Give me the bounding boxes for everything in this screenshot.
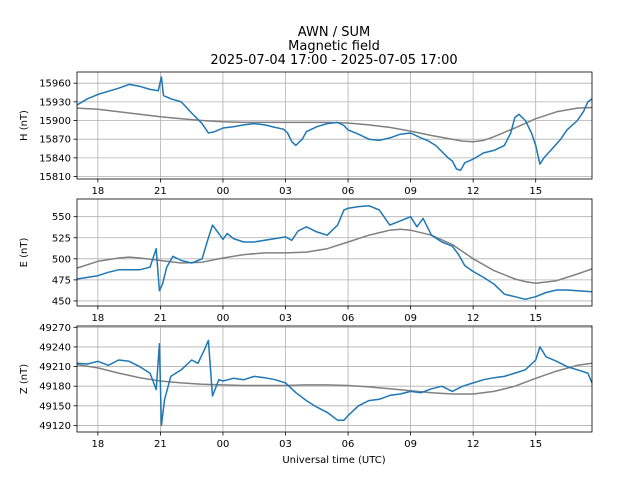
panel-e-ylabel: E (nT) [19,238,30,268]
panel-z-ytick-label-49270: 49270 [39,323,71,334]
panel-h-xtick-label-18: 18 [91,186,104,197]
panel-e-model-line [77,228,592,285]
panel-h-xtick-label-00: 00 [217,186,230,197]
panel-z-ytick-label-49150: 49150 [39,401,71,412]
panel-h-ytick-label-15810: 15810 [39,172,71,183]
panel-e-xtick-label-00: 00 [217,313,230,324]
panel-h-ytick-label-15960: 15960 [39,79,71,90]
panel-h-ylabel: H (nT) [19,110,30,141]
panel-e-xtick-label-15: 15 [529,313,542,324]
panel-z-measured-line [77,339,592,427]
panel-e-xtick-label-21: 21 [154,313,167,324]
panel-h-xtick-label-03: 03 [279,186,292,197]
panel-e-ytick-label-475: 475 [52,275,71,286]
panel-h-xtick-label-21: 21 [154,186,167,197]
panel-e-measured-line [77,204,592,301]
panel-e-frame [76,198,593,307]
panel-e-xtick-label-06: 06 [342,313,355,324]
panel-h-ytick-label-15840: 15840 [39,153,71,164]
panel-z-xtick-label-09: 09 [404,439,417,450]
panel-z-xtick-label-12: 12 [467,439,480,450]
panel-z-xtick-label-15: 15 [529,439,542,450]
panel-e: 18 21 00 03 06 09 12 15 450 475 500 525 550 E (nT) [19,198,593,324]
panel-z-ylabel: Z (nT) [19,364,30,394]
panel-z-ytick-label-49180: 49180 [39,382,71,393]
panel-z-xtick-label-03: 03 [279,439,292,450]
panel-e-xtick-label-12: 12 [467,313,480,324]
x-axis-label: Universal time (UTC) [282,455,385,466]
panel-e-xtick-label-09: 09 [404,313,417,324]
panel-h-xtick-label-09: 09 [404,186,417,197]
panel-h-frame [76,71,593,180]
panel-z-ytick-label-49120: 49120 [39,421,71,432]
panel-e-ytick-label-525: 525 [52,233,71,244]
panel-z-model-line [77,362,592,395]
figure-title-timerange: 2025-07-04 17:00 - 2025-07-05 17:00 [210,53,457,68]
panel-h-xtick-label-12: 12 [467,186,480,197]
panel-z-xtick-label-00: 00 [217,439,230,450]
figure-title-quantity: Magnetic field [288,39,380,54]
panel-z-xtick-label-18: 18 [91,439,104,450]
panel-z-xtick-label-06: 06 [342,439,355,450]
panel-h-model-line [77,106,592,143]
panel-h-ytick-label-15930: 15930 [39,97,71,108]
panel-e-xtick-label-18: 18 [91,313,104,324]
panel-h-ytick-label-15900: 15900 [39,116,71,127]
panels-group: 18 21 00 03 06 09 12 15 15810 15840 15870 15900 1593… [19,71,593,450]
panel-e-ytick-label-500: 500 [52,254,71,265]
panel-z-xtick-label-21: 21 [154,439,167,450]
panel-z-ytick-label-49240: 49240 [39,342,71,353]
panel-h-ytick-label-15870: 15870 [39,135,71,146]
panel-h: 18 21 00 03 06 09 12 15 15810 15840 15870 15900 1593… [19,71,593,197]
panel-h-xtick-label-06: 06 [342,186,355,197]
panel-z-frame [76,325,593,433]
panel-e-ytick-label-550: 550 [52,212,71,223]
figure-title-station: AWN / SUM [298,25,370,40]
panel-z: 18 21 00 03 06 09 12 15 49120 49150 49180 49210 4924… [19,323,593,450]
panel-z-ytick-label-49210: 49210 [39,362,71,373]
panel-h-xtick-label-15: 15 [529,186,542,197]
panel-e-xtick-label-03: 03 [279,313,292,324]
panel-h-measured-line [77,76,592,172]
panel-e-ytick-label-450: 450 [52,296,71,307]
